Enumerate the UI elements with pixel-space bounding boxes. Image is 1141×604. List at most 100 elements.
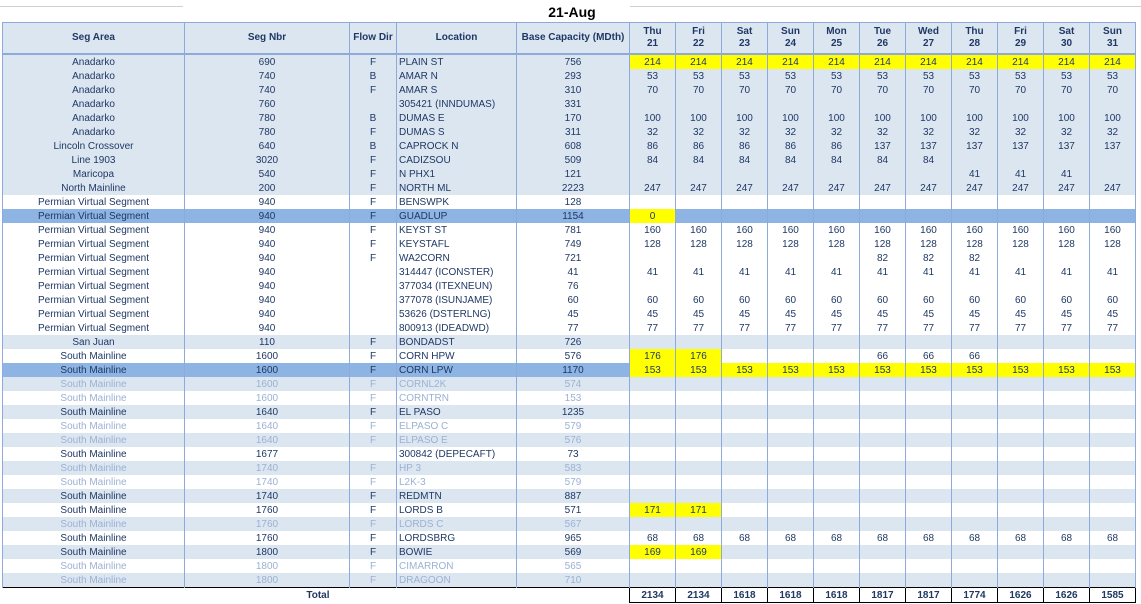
- day-value-cell[interactable]: [629, 419, 676, 433]
- day-value-cell[interactable]: [905, 447, 952, 461]
- seg-area-cell[interactable]: South Mainline: [2, 447, 185, 461]
- day-value-cell[interactable]: 60: [767, 293, 814, 307]
- day-value-cell[interactable]: [951, 461, 998, 475]
- day-value-cell[interactable]: 60: [1089, 293, 1136, 307]
- day-value-cell[interactable]: [997, 349, 1044, 363]
- day-value-cell[interactable]: 68: [859, 531, 906, 545]
- location-cell[interactable]: KEYST ST: [396, 223, 517, 237]
- day-value-cell[interactable]: [721, 475, 768, 489]
- day-value-cell[interactable]: [721, 517, 768, 531]
- day-value-cell[interactable]: 60: [629, 293, 676, 307]
- day-value-cell[interactable]: 171: [675, 503, 722, 517]
- day-value-cell[interactable]: 214: [629, 54, 676, 69]
- day-value-cell[interactable]: 53: [859, 69, 906, 83]
- day-value-cell[interactable]: [767, 167, 814, 181]
- table-row[interactable]: South Mainline 1640 F ELPASO E 576: [2, 433, 1136, 447]
- base-capacity-cell[interactable]: 571: [516, 503, 630, 517]
- day-value-cell[interactable]: 160: [813, 223, 860, 237]
- flow-dir-cell[interactable]: F: [349, 573, 397, 588]
- day-value-cell[interactable]: [1089, 97, 1136, 111]
- day-value-cell[interactable]: 214: [813, 54, 860, 69]
- day-value-cell[interactable]: [951, 391, 998, 405]
- base-capacity-cell[interactable]: 311: [516, 125, 630, 139]
- base-capacity-cell[interactable]: 76: [516, 279, 630, 293]
- flow-dir-cell[interactable]: F: [349, 237, 397, 251]
- day-value-cell[interactable]: [813, 573, 860, 588]
- day-value-cell[interactable]: 128: [721, 237, 768, 251]
- day-value-cell[interactable]: [951, 209, 998, 223]
- day-value-cell[interactable]: [905, 517, 952, 531]
- day-value-cell[interactable]: [767, 489, 814, 503]
- seg-nbr-cell[interactable]: 940: [184, 223, 350, 237]
- location-cell[interactable]: ELPASO E: [396, 433, 517, 447]
- day-value-cell[interactable]: 137: [905, 139, 952, 153]
- day-value-cell[interactable]: 41: [905, 265, 952, 279]
- day-value-cell[interactable]: [905, 545, 952, 559]
- day-value-cell[interactable]: 53: [675, 69, 722, 83]
- day-value-cell[interactable]: [675, 559, 722, 573]
- day-value-cell[interactable]: [813, 349, 860, 363]
- day-value-cell[interactable]: 137: [997, 139, 1044, 153]
- day-value-cell[interactable]: 45: [629, 307, 676, 321]
- table-row[interactable]: Permian Virtual Segment 940 F KEYST ST 781 16…: [2, 223, 1136, 237]
- day-column-header[interactable]: Wed 27: [905, 22, 952, 55]
- day-value-cell[interactable]: [951, 503, 998, 517]
- day-value-cell[interactable]: [1043, 573, 1090, 588]
- seg-area-cell[interactable]: Permian Virtual Segment: [2, 195, 185, 209]
- location-cell[interactable]: 305421 (INNDUMAS): [396, 97, 517, 111]
- day-value-cell[interactable]: 86: [629, 139, 676, 153]
- day-value-cell[interactable]: [629, 335, 676, 349]
- location-cell[interactable]: DRAGOON: [396, 573, 517, 588]
- day-column-header[interactable]: Tue 26: [859, 22, 906, 55]
- day-value-cell[interactable]: [997, 475, 1044, 489]
- day-value-cell[interactable]: 45: [1089, 307, 1136, 321]
- location-cell[interactable]: AMAR N: [396, 69, 517, 83]
- day-value-cell[interactable]: 60: [675, 293, 722, 307]
- flow-dir-cell[interactable]: F: [349, 433, 397, 447]
- day-value-cell[interactable]: [859, 419, 906, 433]
- day-value-cell[interactable]: 32: [859, 125, 906, 139]
- day-value-cell[interactable]: 247: [721, 181, 768, 195]
- day-value-cell[interactable]: 153: [1043, 363, 1090, 377]
- seg-nbr-cell[interactable]: 1640: [184, 419, 350, 433]
- seg-nbr-cell[interactable]: 1740: [184, 489, 350, 503]
- day-value-cell[interactable]: [767, 209, 814, 223]
- day-total-cell[interactable]: 2134: [675, 587, 722, 603]
- flow-dir-cell[interactable]: F: [349, 461, 397, 475]
- day-value-cell[interactable]: 70: [721, 83, 768, 97]
- day-value-cell[interactable]: [675, 195, 722, 209]
- flow-dir-cell[interactable]: F: [349, 391, 397, 405]
- day-value-cell[interactable]: 247: [629, 181, 676, 195]
- day-value-cell[interactable]: [905, 377, 952, 391]
- day-value-cell[interactable]: 53: [1043, 69, 1090, 83]
- location-cell[interactable]: KEYSTAFL: [396, 237, 517, 251]
- day-value-cell[interactable]: 45: [767, 307, 814, 321]
- day-value-cell[interactable]: [813, 97, 860, 111]
- day-value-cell[interactable]: [997, 251, 1044, 265]
- day-value-cell[interactable]: 32: [1043, 125, 1090, 139]
- day-value-cell[interactable]: 60: [997, 293, 1044, 307]
- day-value-cell[interactable]: 160: [905, 223, 952, 237]
- day-value-cell[interactable]: 60: [813, 293, 860, 307]
- flow-dir-cell[interactable]: F: [349, 125, 397, 139]
- day-column-header[interactable]: Sun 31: [1089, 22, 1136, 55]
- day-value-cell[interactable]: [1043, 391, 1090, 405]
- flow-dir-cell[interactable]: F: [349, 559, 397, 573]
- day-value-cell[interactable]: [813, 335, 860, 349]
- day-value-cell[interactable]: [721, 251, 768, 265]
- day-value-cell[interactable]: [997, 489, 1044, 503]
- day-value-cell[interactable]: [905, 433, 952, 447]
- day-value-cell[interactable]: 45: [951, 307, 998, 321]
- base-capacity-cell[interactable]: 1170: [516, 363, 630, 377]
- day-value-cell[interactable]: [629, 167, 676, 181]
- day-value-cell[interactable]: 68: [767, 531, 814, 545]
- day-value-cell[interactable]: [721, 335, 768, 349]
- flow-dir-cell[interactable]: F: [349, 531, 397, 545]
- table-row[interactable]: Anadarko 760 305421 (INNDUMAS) 331: [2, 97, 1136, 111]
- day-value-cell[interactable]: 77: [767, 321, 814, 335]
- table-row[interactable]: Anadarko 780 B DUMAS E 170 100 100 100 100 100 100…: [2, 111, 1136, 125]
- flow-dir-cell[interactable]: F: [349, 335, 397, 349]
- day-value-cell[interactable]: 100: [767, 111, 814, 125]
- day-value-cell[interactable]: 100: [675, 111, 722, 125]
- day-value-cell[interactable]: [905, 419, 952, 433]
